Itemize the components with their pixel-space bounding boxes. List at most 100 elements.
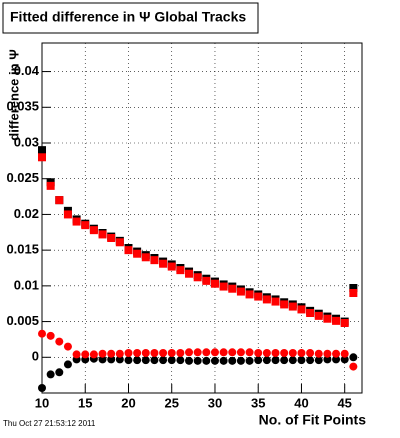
point (219, 348, 228, 357)
point (133, 349, 142, 357)
point (124, 246, 133, 255)
point (314, 356, 323, 365)
point (55, 196, 64, 205)
point (124, 356, 133, 365)
point (236, 287, 245, 296)
point (107, 355, 116, 364)
point (210, 356, 219, 365)
y-tick-label: 0.03 (14, 134, 39, 149)
point (63, 360, 72, 369)
point (245, 290, 254, 299)
point (202, 348, 211, 357)
point (332, 355, 341, 364)
y-tick-label: 0.01 (14, 277, 39, 292)
point (124, 349, 133, 357)
point (262, 295, 271, 304)
point (115, 355, 124, 364)
point (228, 348, 237, 357)
point (340, 349, 349, 358)
point (81, 221, 90, 230)
point (202, 276, 211, 285)
point (193, 348, 202, 357)
point (89, 226, 98, 235)
point (55, 337, 64, 346)
point (150, 256, 159, 265)
point (159, 349, 168, 357)
point (349, 289, 358, 297)
point (202, 356, 211, 365)
point (280, 300, 289, 309)
point (323, 314, 332, 323)
point (210, 279, 219, 288)
point (167, 356, 176, 365)
point (176, 356, 185, 365)
point (150, 349, 159, 357)
point (332, 349, 341, 358)
title-box (2, 2, 259, 34)
point (271, 349, 280, 357)
point (332, 316, 341, 325)
point (107, 349, 116, 358)
point (133, 356, 142, 365)
point (262, 349, 271, 357)
point (193, 273, 202, 282)
x-tick-label: 10 (35, 395, 49, 410)
point (185, 348, 194, 357)
x-tick-label: 30 (208, 395, 222, 410)
x-tick-label: 45 (337, 395, 351, 410)
point (46, 181, 55, 190)
point (297, 349, 306, 357)
point (176, 349, 185, 357)
point (297, 305, 306, 314)
point (228, 356, 237, 365)
y-tick-label: 0 (32, 349, 39, 364)
point (245, 356, 254, 365)
point (323, 349, 332, 358)
point (349, 362, 358, 371)
point (141, 253, 150, 262)
x-tick-label: 40 (294, 395, 308, 410)
point (236, 356, 245, 365)
point (306, 356, 315, 365)
point (38, 153, 46, 162)
x-tick-label: 15 (78, 395, 92, 410)
point (288, 302, 297, 311)
point (236, 348, 245, 357)
point (297, 356, 306, 365)
point (280, 356, 289, 365)
point (115, 349, 124, 358)
point (89, 350, 98, 359)
point (245, 348, 254, 357)
point (159, 356, 168, 365)
point (340, 355, 349, 364)
point (81, 350, 90, 359)
point (219, 356, 228, 365)
point (141, 349, 150, 357)
point (306, 309, 315, 317)
timestamp: Thu Oct 27 21:53:12 2011 (3, 419, 96, 428)
point (38, 146, 46, 155)
point (176, 266, 185, 275)
y-tick-label: 0.035 (6, 99, 39, 114)
point (349, 353, 358, 362)
point (107, 234, 116, 242)
point (63, 342, 72, 351)
point (46, 331, 55, 340)
point (72, 217, 81, 226)
point (38, 329, 46, 338)
chart-title: Fitted difference in Ψ Global Tracks (10, 9, 246, 25)
point (150, 356, 159, 365)
y-axis-label: difference in Ψ (6, 49, 21, 140)
point (314, 311, 323, 320)
point (262, 356, 271, 365)
point (210, 348, 219, 357)
point (349, 284, 358, 292)
point (219, 282, 228, 291)
point (185, 269, 194, 278)
point (98, 349, 107, 358)
point (63, 210, 72, 219)
point (115, 238, 124, 247)
y-tick-label: 0.02 (14, 206, 39, 221)
x-tick-label: 25 (164, 395, 178, 410)
